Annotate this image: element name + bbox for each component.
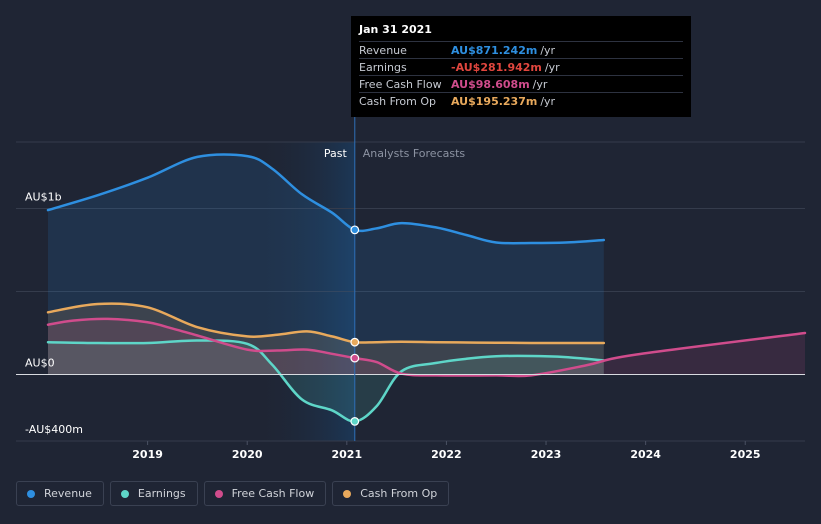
series-areas xyxy=(48,154,805,422)
tooltip-label: Earnings xyxy=(359,60,407,74)
tooltip-value: AU$195.237m xyxy=(451,94,538,108)
y-axis-labels: AU$1b AU$0 -AU$400m xyxy=(25,190,83,436)
legend-label: Cash From Op xyxy=(360,487,438,500)
legend-label: Revenue xyxy=(44,487,92,500)
marker-free-cash-flow xyxy=(350,353,360,363)
tooltip-unit: /yr xyxy=(540,94,556,108)
legend-label: Free Cash Flow xyxy=(231,487,315,500)
y-tick-label: AU$0 xyxy=(25,357,55,370)
legend-item-cash-from-op[interactable]: Cash From Op xyxy=(332,481,450,506)
tooltip-date: Jan 31 2021 xyxy=(359,23,432,36)
legend-label: Earnings xyxy=(137,487,186,500)
marker-revenue xyxy=(350,225,360,235)
x-tick-label: 2025 xyxy=(730,448,761,461)
tooltip-row-cash-from-op: Cash From Op AU$195.237m /yr xyxy=(359,92,683,109)
series-area-cash-from-op xyxy=(48,303,604,375)
tooltip-unit: /yr xyxy=(544,60,560,74)
tooltip-label: Cash From Op xyxy=(359,94,437,108)
legend-dot-icon xyxy=(343,489,352,498)
tooltip-row-revenue: Revenue AU$871.242m /yr xyxy=(359,41,683,58)
x-tick-label: 2023 xyxy=(531,448,562,461)
legend: Revenue Earnings Free Cash Flow Cash Fro… xyxy=(16,481,450,506)
series-area-free-cash-flow xyxy=(48,318,805,377)
y-tick-label: -AU$400m xyxy=(25,423,83,436)
tooltip-row-free-cash-flow: Free Cash Flow AU$98.608m /yr xyxy=(359,75,683,92)
legend-dot-icon xyxy=(27,489,35,498)
x-axis-labels: 2019 2020 2021 2022 2023 2024 2025 xyxy=(132,441,761,461)
x-tick-label: 2020 xyxy=(232,448,263,461)
legend-item-free-cash-flow[interactable]: Free Cash Flow xyxy=(203,481,327,506)
legend-item-revenue[interactable]: Revenue xyxy=(16,481,104,506)
x-tick-label: 2022 xyxy=(431,448,462,461)
marker-earnings xyxy=(350,416,360,426)
series-area-earnings xyxy=(48,340,604,422)
legend-dot-icon xyxy=(120,489,129,498)
series-line-free-cash-flow xyxy=(46,317,807,378)
tooltip-markers xyxy=(350,225,360,426)
tooltip-unit: /yr xyxy=(532,77,548,91)
tooltip: Jan 31 2021 Revenue AU$871.242m /yr Earn… xyxy=(351,16,691,117)
tooltip-row-earnings: Earnings -AU$281.942m /yr xyxy=(359,58,683,75)
tooltip-value: -AU$281.942m xyxy=(451,60,542,74)
forecast-label: Analysts Forecasts xyxy=(363,147,466,160)
series-area-revenue xyxy=(48,154,604,375)
x-tick-label: 2019 xyxy=(132,448,163,461)
tooltip-value: AU$98.608m xyxy=(451,77,530,91)
y-tick-label: AU$1b xyxy=(25,190,62,203)
tooltip-label: Free Cash Flow xyxy=(359,77,442,91)
tooltip-value: AU$871.242m xyxy=(451,43,538,57)
marker-cash-from-op xyxy=(350,337,360,347)
past-label: Past xyxy=(324,147,348,160)
x-tick-label: 2021 xyxy=(332,448,363,461)
tooltip-label: Revenue xyxy=(359,43,407,57)
tooltip-unit: /yr xyxy=(540,43,556,57)
legend-dot-icon xyxy=(214,489,223,498)
x-tick-label: 2024 xyxy=(630,448,661,461)
legend-item-earnings[interactable]: Earnings xyxy=(109,481,198,506)
